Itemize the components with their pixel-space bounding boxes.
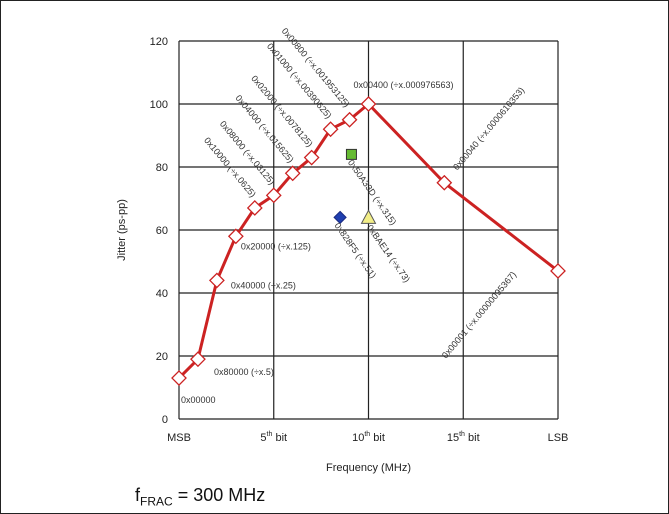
caption-subscript: FRAC bbox=[140, 494, 173, 509]
x-tick-label: 15th bit bbox=[447, 431, 480, 444]
point-label: 0x20000 (÷x.125) bbox=[241, 241, 311, 251]
y-tick-label: 0 bbox=[162, 414, 168, 426]
data-point-marker bbox=[246, 200, 263, 216]
data-point-marker bbox=[190, 351, 206, 368]
x-tick-labels: MSB 5th bit 10th bit 15th bit LSB bbox=[167, 431, 568, 444]
point-label: 0x00400 (÷x.000976563) bbox=[354, 80, 454, 90]
point-label: 0x00000 bbox=[181, 395, 216, 405]
y-axis-title: Jitter (ps-pp) bbox=[116, 199, 128, 261]
point-annotations: 0x00000 0x80000 (÷x.5) 0x40000 (÷x.25) 0x20… bbox=[181, 26, 526, 405]
x-tick-label: 5th bit bbox=[260, 431, 287, 444]
x-tick-label: 10th bit bbox=[352, 431, 385, 444]
point-label: 0x80000 (÷x.5) bbox=[214, 367, 274, 377]
data-point-marker bbox=[265, 187, 282, 204]
data-point-marker bbox=[360, 96, 377, 112]
diamond-marker bbox=[333, 210, 347, 225]
y-tick-label: 20 bbox=[156, 351, 168, 363]
y-tick-label: 100 bbox=[150, 99, 168, 111]
data-point-marker bbox=[550, 263, 566, 279]
point-label: 0x00001 (÷x.00000095367) bbox=[440, 270, 518, 361]
data-point-marker bbox=[208, 272, 225, 289]
data-point-marker bbox=[227, 228, 244, 245]
x-axis-title: Frequency (MHz) bbox=[326, 462, 411, 474]
data-point-marker bbox=[322, 121, 339, 138]
x-tick-label: MSB bbox=[167, 432, 191, 444]
frequency-caption: fFRAC = 300 MHz bbox=[135, 485, 265, 509]
y-tick-labels: 0 20 40 60 80 100 120 bbox=[150, 36, 168, 426]
x-tick-label: LSB bbox=[548, 432, 569, 444]
y-tick-label: 80 bbox=[156, 162, 168, 174]
data-point-marker bbox=[284, 165, 301, 182]
y-tick-label: 60 bbox=[156, 225, 168, 237]
triangle-marker bbox=[360, 209, 377, 224]
y-tick-label: 40 bbox=[156, 288, 168, 300]
caption-value: = 300 MHz bbox=[172, 485, 266, 505]
data-point-marker bbox=[341, 111, 358, 128]
caption-f: f bbox=[135, 485, 141, 505]
series-line bbox=[171, 96, 566, 386]
y-tick-label: 120 bbox=[150, 36, 168, 48]
data-point-marker bbox=[303, 149, 320, 166]
square-marker bbox=[345, 148, 357, 160]
data-point-marker bbox=[436, 174, 453, 191]
jitter-chart: 0 20 40 60 80 100 120 MSB 5th bit 10th bit 15th b… bbox=[116, 26, 568, 474]
data-point-marker bbox=[171, 370, 187, 386]
point-label: 0x40000 (÷x.25) bbox=[231, 280, 296, 290]
point-label: 0x00040 (÷x.0000610353) bbox=[451, 85, 526, 172]
